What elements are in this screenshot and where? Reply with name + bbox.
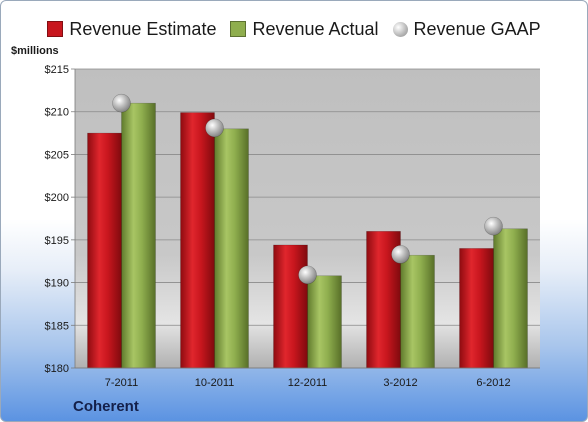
x-tick-label: 3-2012 (383, 377, 417, 389)
y-tick-label: $195 (45, 235, 69, 247)
y-tick-label: $180 (45, 363, 69, 375)
y-tick-label: $200 (45, 192, 69, 204)
marker-revenue-gaap (391, 245, 410, 264)
legend-swatch-revenue-gaap (392, 21, 408, 37)
bar-revenue-actual (307, 275, 342, 369)
gaap-markers (112, 93, 503, 285)
marker-revenue-gaap (298, 265, 317, 285)
x-axis-ticks: 7-2011 10-2011 12-2011 3-2012 6-2012 (75, 367, 540, 389)
bar-revenue-actual (400, 254, 435, 369)
marker-revenue-gaap (484, 216, 503, 236)
legend-label-revenue-gaap: Revenue GAAP (413, 18, 541, 39)
bar-revenue-actual (214, 128, 249, 369)
bar-revenue-actual (493, 228, 528, 369)
company-name: Coherent (73, 398, 139, 415)
bar-revenue-estimate (180, 112, 215, 369)
y-axis-unit-label: $millions (11, 45, 59, 57)
legend: Revenue Estimate Revenue Actual Revenue … (1, 15, 587, 43)
bars (87, 102, 528, 369)
bar-revenue-actual (121, 102, 156, 369)
y-tick-label: $205 (45, 149, 69, 161)
bar-revenue-estimate (459, 248, 494, 369)
y-tick-label: $210 (45, 107, 69, 119)
marker-revenue-gaap (205, 118, 224, 138)
y-tick-label: $215 (45, 64, 69, 76)
legend-item-revenue-actual: Revenue Actual (230, 18, 379, 40)
bar-revenue-estimate (273, 244, 308, 369)
y-tick-label: $185 (45, 320, 69, 332)
marker-revenue-gaap (112, 93, 131, 113)
legend-swatch-revenue-estimate (47, 21, 64, 37)
x-tick-label: 10-2011 (195, 377, 235, 389)
legend-label-revenue-actual: Revenue Actual (252, 18, 379, 39)
y-axis-ticks: $180 $185 $190 $195 $200 $205 $210 $215 (45, 64, 76, 375)
bar-revenue-estimate (87, 132, 122, 369)
x-tick-label: 12-2011 (288, 377, 328, 389)
x-tick-label: 6-2012 (476, 377, 510, 389)
legend-label-revenue-estimate: Revenue Estimate (69, 18, 217, 39)
legend-swatch-revenue-actual (230, 21, 247, 37)
y-tick-label: $190 (45, 278, 69, 290)
legend-item-revenue-estimate: Revenue Estimate (47, 19, 216, 40)
x-tick-label: 7-2011 (105, 377, 138, 389)
legend-item-revenue-gaap: Revenue GAAP (392, 18, 541, 40)
